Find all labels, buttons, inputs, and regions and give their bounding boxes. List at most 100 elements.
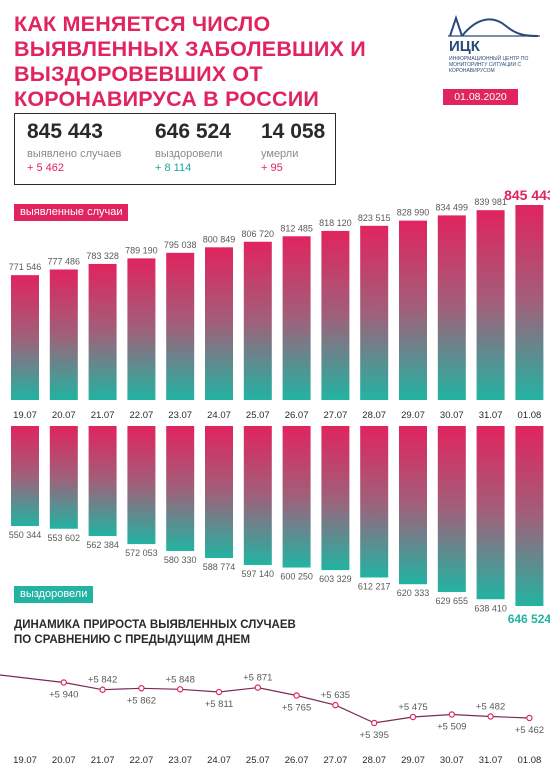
cases-bar — [437, 215, 466, 400]
stat-cases-delta: + 5 462 — [27, 162, 65, 174]
dynamics-date-label: 31.07 — [479, 755, 503, 766]
cases-value-label: 771 546 — [9, 262, 42, 272]
stat-deaths-label: умерли — [261, 148, 299, 160]
date-tick-label: 19.07 — [13, 410, 37, 421]
dynamics-point — [448, 711, 455, 718]
dynamics-line — [0, 674, 530, 724]
cases-value-label: 812 485 — [280, 223, 313, 233]
date-tick-label: 22.07 — [130, 410, 154, 421]
recovered-bar — [515, 426, 544, 606]
recovered-bar — [243, 426, 272, 565]
cases-value-label: 777 486 — [48, 257, 81, 267]
recovered-value-label: 600 250 — [280, 572, 313, 582]
recovered-bar — [360, 426, 389, 578]
dynamics-date-label: 22.07 — [130, 755, 154, 766]
date-tick-label: 25.07 — [246, 410, 270, 421]
cases-bar — [49, 269, 78, 400]
logo-subtitle: ИНФОРМАЦИОННЫЙ ЦЕНТР ПО МОНИТОРИНГУ СИТУ… — [449, 56, 529, 74]
cases-value-label: 845 443 — [504, 187, 550, 203]
cases-bar — [282, 236, 311, 400]
recovered-bar — [437, 426, 466, 592]
date-badge: 01.08.2020 — [443, 89, 518, 105]
page-title: КАК МЕНЯЕТСЯ ЧИСЛО ВЫЯВЛЕННЫХ ЗАБОЛЕВШИХ… — [14, 12, 366, 111]
dynamics-point — [99, 686, 106, 693]
dynamics-title: ДИНАМИКА ПРИРОСТА ВЫЯВЛЕННЫХ СЛУЧАЕВ ПО … — [14, 618, 314, 648]
cases-bar — [127, 258, 156, 400]
dynamics-point — [215, 688, 223, 696]
recovered-value-label: 638 410 — [474, 603, 507, 613]
cases-value-label: 834 499 — [436, 202, 469, 212]
recovered-value-label: 580 330 — [164, 555, 197, 565]
dynamics-date-label: 29.07 — [401, 755, 425, 766]
logo-abbr: ИЦК — [449, 38, 480, 55]
dynamics-value-label: +5 848 — [166, 674, 195, 685]
cases-value-label: 839 981 — [474, 197, 507, 207]
recovered-value-label: 612 217 — [358, 581, 391, 591]
cases-value-label: 800 849 — [203, 234, 236, 244]
recovered-bar — [476, 426, 505, 600]
recovered-bar — [399, 426, 427, 585]
recovered-bar — [127, 426, 156, 545]
stat-recovered: 646 524 выздоровели + 8 114 — [155, 120, 231, 174]
recovered-bar — [11, 426, 39, 527]
dynamics-date-label: 28.07 — [362, 755, 386, 766]
dynamics-value-label: +5 482 — [476, 701, 505, 712]
dynamics-date-label: 26.07 — [285, 755, 309, 766]
dynamics-point — [332, 701, 339, 709]
dynamics-date-label: 23.07 — [168, 755, 192, 766]
recovered-value-label: 588 774 — [203, 562, 236, 572]
stat-recovered-value: 646 524 — [155, 120, 231, 143]
dynamics-date-label: 25.07 — [246, 755, 270, 766]
dynamics-value-label: +5 842 — [88, 675, 117, 686]
stat-cases-label: выявлено случаев — [27, 148, 122, 160]
cases-value-label: 818 120 — [319, 218, 352, 228]
dynamics-date-label: 24.07 — [207, 755, 231, 766]
dynamics-point — [371, 719, 378, 727]
recovered-value-label: 597 140 — [242, 569, 275, 579]
cases-bar — [205, 247, 233, 400]
recovered-value-label: 629 655 — [436, 596, 469, 606]
date-tick-label: 29.07 — [401, 410, 425, 421]
dynamics-point — [254, 684, 261, 691]
dynamics-title-line: ДИНАМИКА ПРИРОСТА ВЫЯВЛЕННЫХ СЛУЧАЕВ ПО … — [14, 619, 296, 646]
stat-deaths: 14 058 умерли + 95 — [261, 120, 325, 174]
cases-bar — [399, 220, 427, 400]
dynamics-value-label: +5 811 — [205, 699, 234, 710]
dynamics-line-chart: +5 940 +5 842 +5 862 +5 848 +5 811 +5 871 +5 7… — [0, 673, 544, 766]
dynamics-point — [409, 713, 417, 721]
date-axis: 19.07 20.07 21.07 22.07 23.07 24.07 25.07 26.07… — [13, 410, 541, 421]
stats-box: 845 443 выявлено случаев + 5 462 646 524… — [14, 113, 336, 185]
cases-value-label: 783 328 — [86, 251, 119, 261]
recovered-bar — [282, 426, 311, 568]
recovered-bar — [205, 426, 233, 558]
dynamics-value-label: +5 765 — [282, 702, 311, 713]
dynamics-date-label: 20.07 — [52, 755, 76, 766]
date-tick-label: 21.07 — [91, 410, 115, 421]
date-tick-label: 01.08 — [518, 410, 542, 421]
dynamics-date-label: 01.08 — [518, 755, 542, 766]
cases-value-label: 806 720 — [242, 229, 275, 239]
cases-bar — [515, 205, 544, 400]
cases-bar — [243, 241, 272, 400]
cases-chart-tag: выявленные случаи — [14, 204, 129, 221]
cases-bar — [166, 252, 195, 400]
cases-value-label: 823 515 — [358, 213, 391, 223]
dynamics-point — [60, 679, 68, 686]
dynamics-date-label: 19.07 — [13, 755, 37, 766]
dynamics-date-label: 21.07 — [91, 755, 115, 766]
recovered-value-label: 572 053 — [125, 548, 158, 558]
date-tick-label: 30.07 — [440, 410, 464, 421]
date-tick-label: 27.07 — [324, 410, 348, 421]
dynamics-point — [138, 685, 145, 692]
stat-recovered-label: выздоровели — [155, 148, 223, 160]
date-tick-label: 26.07 — [285, 410, 309, 421]
date-tick-label: 23.07 — [168, 410, 192, 421]
dynamics-point — [526, 714, 533, 722]
recovered-value-label: 553 602 — [48, 533, 81, 543]
recovered-bar — [166, 426, 195, 551]
stat-deaths-value: 14 058 — [261, 120, 326, 143]
date-tick-label: 28.07 — [362, 410, 386, 421]
recovered-chart-tag: выздоровели — [14, 586, 94, 603]
recovered-bar — [321, 426, 350, 571]
logo-icon — [448, 14, 540, 37]
